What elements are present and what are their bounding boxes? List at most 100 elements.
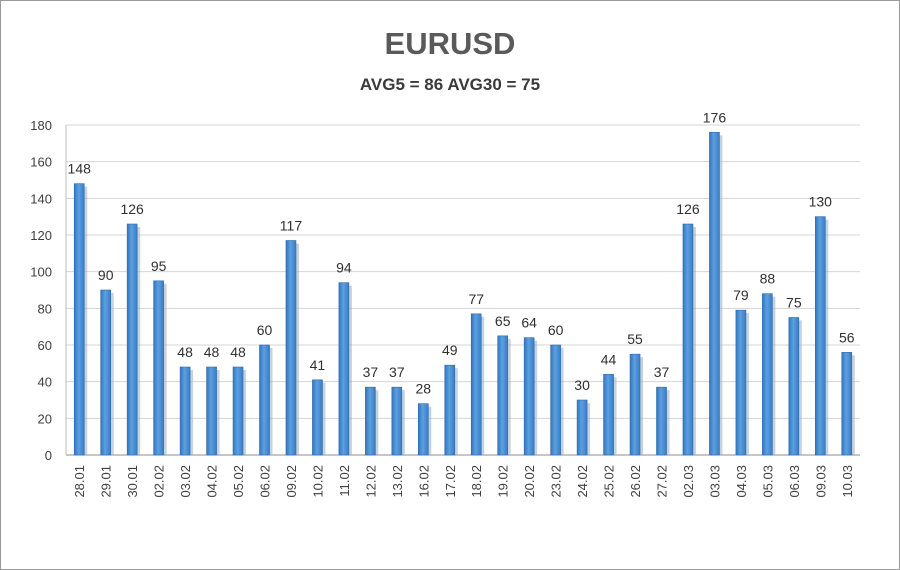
x-tick-label: 26.02 (628, 465, 643, 498)
x-tick-label: 06.02 (258, 465, 273, 498)
x-tick-label: 16.02 (416, 465, 431, 498)
x-tick-label: 09.03 (813, 465, 828, 498)
x-tick-label: 04.02 (205, 465, 220, 498)
x-tick-label: 03.03 (707, 465, 722, 498)
data-label: 79 (733, 287, 749, 303)
x-tick-label: 11.02 (337, 465, 352, 497)
x-tick-label: 03.02 (178, 465, 193, 498)
data-label: 60 (257, 322, 273, 338)
bar (365, 386, 376, 456)
x-tick-label: 09.02 (284, 465, 299, 498)
x-axis: 28.01 29.01 30.01 02.02 03.02 04.02 05.02 06.02… (72, 465, 855, 498)
x-tick-label: 04.03 (734, 465, 749, 498)
y-tick-label: 120 (30, 228, 52, 243)
x-tick-label: 25.02 (602, 465, 617, 498)
data-label: 37 (654, 364, 670, 380)
data-label: 48 (177, 344, 193, 360)
x-tick-label: 05.03 (760, 465, 775, 498)
x-tick-label: 29.01 (99, 465, 114, 498)
data-label: 64 (521, 315, 537, 331)
x-tick-label: 30.01 (125, 465, 140, 498)
bar (497, 335, 509, 456)
x-tick-label: 20.02 (522, 465, 537, 498)
bar (814, 216, 826, 456)
y-axis: 0 20 40 60 80 100 120 140 160 180 (30, 118, 67, 463)
x-tick-label: 13.02 (390, 465, 405, 498)
data-label: 94 (336, 260, 352, 276)
bar (417, 403, 429, 456)
data-label: 44 (601, 351, 617, 367)
data-label: 65 (495, 313, 511, 329)
x-tick-label: 10.03 (840, 465, 855, 498)
x-tick-label: 05.02 (231, 465, 246, 498)
data-label: 130 (809, 194, 833, 210)
data-label: 37 (363, 364, 379, 380)
bar (523, 337, 535, 456)
bar (682, 223, 694, 456)
bars: 148 90 126 95 48 48 48 60 117 41 94 37 37 28 49 77 65 64 6… (68, 109, 855, 456)
data-label: 176 (703, 109, 727, 125)
bar (656, 386, 667, 456)
data-label: 48 (204, 344, 220, 360)
x-tick-label: 24.02 (575, 465, 590, 498)
y-tick-label: 140 (30, 191, 52, 206)
data-label: 117 (280, 218, 303, 234)
data-label: 126 (676, 201, 700, 217)
x-tick-label: 12.02 (363, 465, 378, 498)
bar (444, 364, 456, 456)
y-tick-label: 40 (38, 375, 52, 390)
x-tick-label: 18.02 (469, 465, 484, 498)
data-label: 30 (574, 377, 590, 393)
bar (629, 353, 641, 456)
bar (603, 374, 614, 456)
bar (841, 352, 853, 456)
x-tick-label: 10.02 (310, 465, 325, 498)
y-tick-label: 100 (30, 265, 52, 280)
data-label: 37 (389, 364, 405, 380)
data-label: 41 (310, 357, 326, 373)
data-label: 75 (786, 295, 802, 311)
chart-subtitle: AVG5 = 86 AVG30 = 75 (359, 75, 541, 94)
x-tick-label: 17.02 (443, 465, 458, 498)
bar (550, 344, 561, 456)
bar (735, 309, 747, 456)
bar (100, 289, 111, 456)
bar (206, 366, 217, 456)
bar (470, 313, 482, 456)
bar (762, 293, 773, 456)
gridlines (66, 124, 860, 456)
x-tick-label: 27.02 (655, 465, 670, 498)
x-tick-label: 19.02 (496, 465, 511, 498)
bar (153, 280, 164, 456)
y-tick-label: 180 (30, 118, 52, 133)
bar (126, 223, 138, 456)
data-label: 55 (627, 331, 643, 347)
y-tick-label: 60 (38, 338, 52, 353)
bar (312, 379, 323, 456)
bar (576, 399, 588, 456)
bar (232, 366, 244, 456)
x-tick-label: 06.03 (787, 465, 802, 498)
bar (338, 282, 350, 456)
y-tick-label: 0 (45, 448, 52, 463)
data-label: 60 (548, 322, 564, 338)
data-label: 28 (416, 381, 432, 397)
x-tick-label: 02.02 (152, 465, 167, 498)
y-tick-label: 80 (38, 301, 52, 316)
bar (709, 132, 720, 456)
bar (259, 344, 270, 456)
bar (179, 366, 191, 456)
data-label: 95 (151, 258, 167, 274)
x-tick-label: 23.02 (549, 465, 564, 498)
data-label: 49 (442, 342, 458, 358)
data-label: 88 (760, 271, 776, 287)
bar (73, 183, 85, 456)
data-label: 56 (839, 329, 855, 345)
x-tick-label: 28.01 (72, 465, 87, 498)
data-label: 90 (98, 267, 114, 283)
x-tick-label: 02.03 (681, 465, 696, 498)
bar (391, 386, 403, 456)
y-tick-label: 160 (30, 155, 52, 170)
